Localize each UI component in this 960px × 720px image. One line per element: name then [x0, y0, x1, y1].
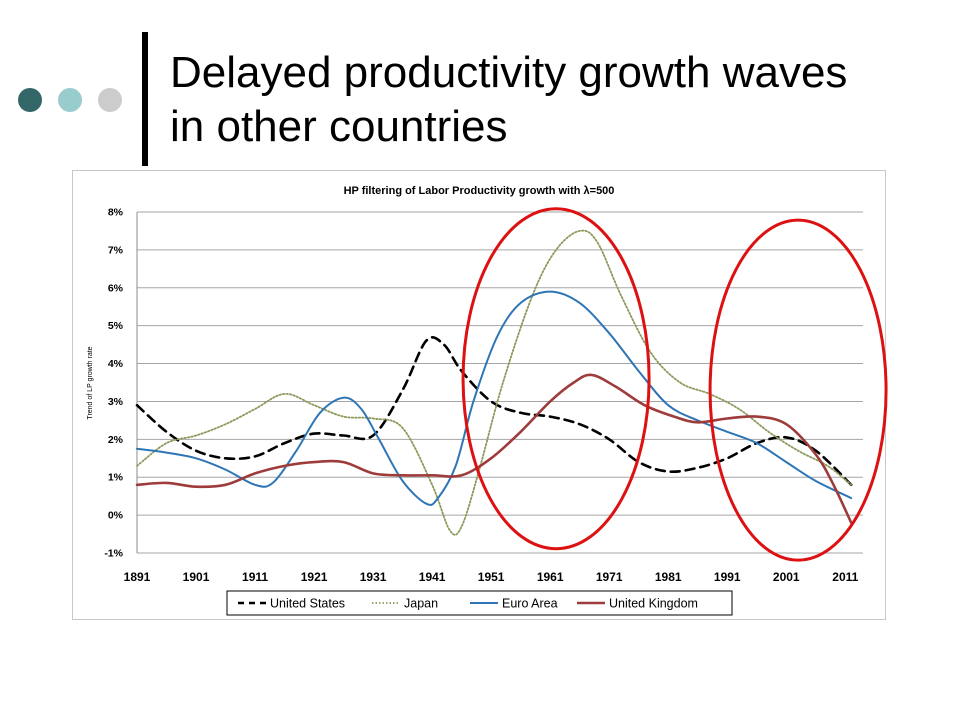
legend-label-euro-area: Euro Area [502, 597, 558, 611]
y-tick-label: 0% [108, 510, 124, 522]
y-tick-label: 2% [108, 434, 124, 446]
y-tick-label: 4% [108, 358, 124, 370]
x-tick-label: 1941 [419, 570, 446, 584]
y-tick-label: 7% [108, 244, 124, 256]
series-line-japan [136, 229, 853, 536]
legend-label-japan: Japan [404, 597, 438, 611]
highlight-ellipse [708, 218, 888, 562]
x-tick-label: 1981 [655, 570, 682, 584]
series-line-euro-area [136, 290, 853, 506]
slide-title: Delayed productivity growth waves in oth… [170, 46, 940, 154]
x-tick-label: 1891 [124, 570, 151, 584]
dot-dark-teal [18, 88, 42, 112]
x-tick-label: 1931 [360, 570, 387, 584]
y-tick-label: 8% [108, 207, 124, 219]
y-axis-label: Trend of LP growth rate [87, 346, 94, 419]
dot-light-teal [58, 88, 82, 112]
slide-title-line-2: in other countries [170, 102, 508, 151]
decorative-dots [18, 88, 128, 114]
x-tick-label: 1911 [242, 570, 268, 584]
x-tick-label: 1921 [301, 570, 328, 584]
y-tick-label: 3% [108, 396, 124, 408]
legend-label-united-states: United States [270, 597, 345, 611]
dot-light-gray [98, 88, 122, 112]
series-line-united-kingdom [135, 373, 853, 524]
x-tick-label: 1961 [537, 570, 564, 584]
legend-label-united-kingdom: United Kingdom [609, 597, 698, 611]
x-tick-label: 1971 [596, 570, 623, 584]
y-tick-label: 6% [108, 282, 124, 294]
x-tick-label: 1991 [714, 570, 741, 584]
title-accent-bar [142, 32, 148, 166]
y-tick-label: 1% [108, 472, 124, 484]
x-tick-label: 2011 [832, 570, 858, 584]
series-line-united-states [135, 336, 853, 487]
x-tick-label: 1951 [478, 570, 505, 584]
y-tick-label: 5% [108, 320, 124, 332]
x-tick-label: 2001 [773, 570, 800, 584]
x-tick-label: 1901 [183, 570, 210, 584]
chart-title: HP filtering of Labor Productivity growt… [344, 185, 615, 197]
highlight-ellipse [461, 207, 651, 551]
slide-title-line-1: Delayed productivity growth waves [170, 48, 848, 97]
y-tick-label: -1% [104, 548, 123, 560]
